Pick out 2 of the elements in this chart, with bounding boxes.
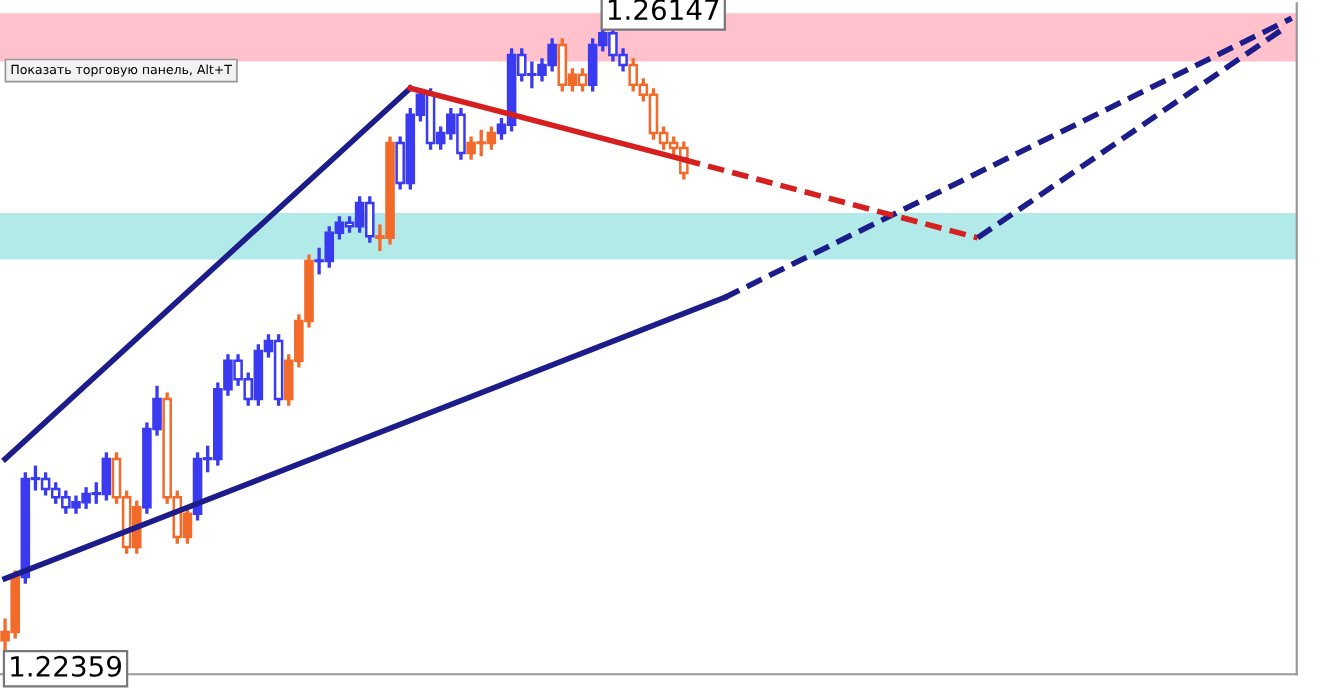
text: 1.26147: [608, 0, 719, 21]
text: 1.22359: [11, 655, 122, 677]
